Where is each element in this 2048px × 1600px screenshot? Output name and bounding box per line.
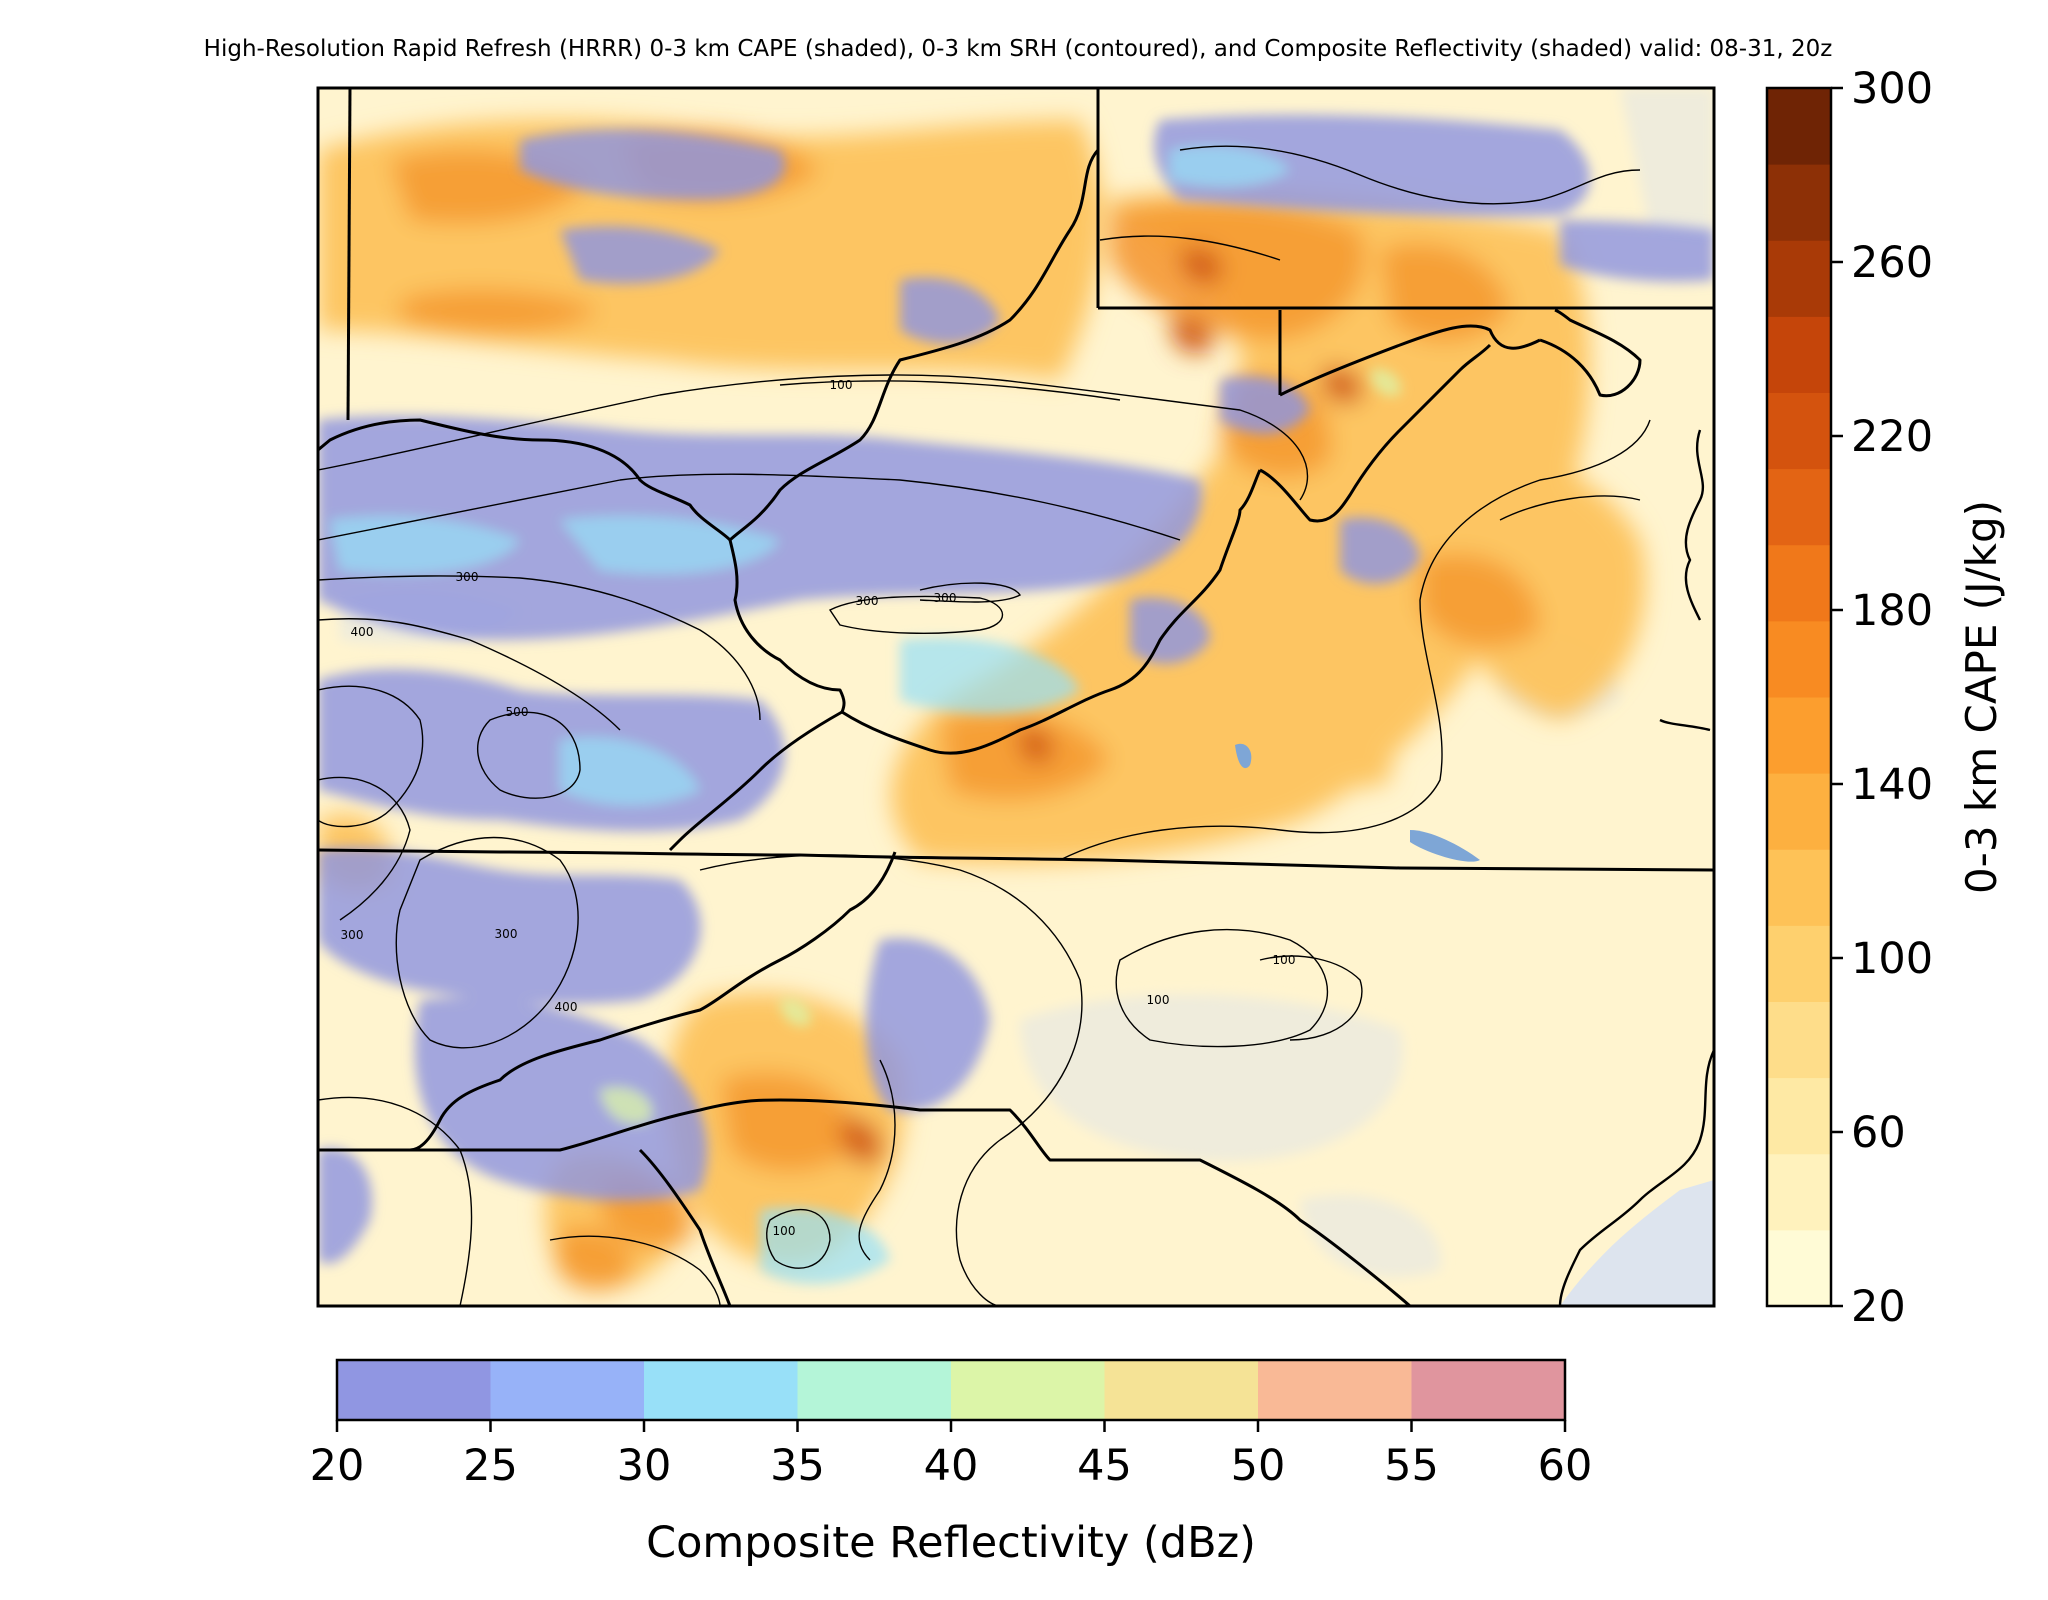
cape-tick-label: 260	[1851, 238, 1933, 288]
cape-color-segment	[1767, 1153, 1831, 1231]
cape-color-segment	[1767, 164, 1831, 241]
cape-colorbar-label: 0-3 km CAPE (J/kg)	[1957, 500, 2006, 894]
reflectivity-color-segment	[1411, 1360, 1566, 1420]
reflectivity-colorbar: 20 25 30 35 40 45 50 55 60 Composite Reflectivit…	[310, 1358, 1593, 1568]
cape-tick-label: 220	[1851, 412, 1933, 462]
cape-tick-label: 140	[1851, 760, 1933, 810]
cape-colorbar-ticks: 300 260 220 180 140 100 60 20	[1831, 64, 1933, 1332]
figure-title: High-Resolution Rapid Refresh (HRRR) 0-3…	[204, 36, 1833, 62]
cape-tick-label: 60	[1851, 1108, 1906, 1158]
cape-color-segment	[1767, 316, 1831, 393]
srh-contour-label: 300	[856, 594, 879, 608]
reflectivity-tick-label: 45	[1077, 1441, 1132, 1491]
cape-color-segment	[1767, 1229, 1831, 1307]
map-frame	[316, 86, 1716, 1308]
reflectivity-tick-label: 55	[1384, 1441, 1439, 1491]
cape-color-segment	[1767, 88, 1831, 165]
reflectivity-tick-label: 25	[463, 1441, 518, 1491]
reflectivity-colorbar-label: Composite Reflectivity (dBz)	[646, 1518, 1256, 1568]
srh-contour-label: 100	[830, 378, 853, 392]
reflectivity-tick-label: 35	[770, 1441, 825, 1491]
cape-color-segment	[1767, 620, 1831, 698]
cape-colorbar-frame	[1765, 86, 1833, 1308]
cape-color-segment	[1767, 1077, 1831, 1155]
cape-tick-label: 100	[1851, 934, 1933, 984]
reflectivity-color-segment	[951, 1360, 1105, 1420]
reflectivity-color-segment	[797, 1360, 952, 1420]
reflectivity-color-segment	[644, 1360, 798, 1420]
water-bodies	[1235, 743, 1480, 862]
reflectivity-colorbar-ticks: 20 25 30 35 40 45 50 55 60	[310, 1420, 1593, 1491]
reflectivity-color-segment	[337, 1360, 491, 1420]
reflectivity-color-segment	[1104, 1360, 1259, 1420]
ocean-area	[1560, 1180, 1714, 1306]
cape-color-segment	[1767, 697, 1831, 774]
srh-contour-label: 300	[495, 927, 518, 941]
srh-contour-label: 300	[341, 928, 364, 942]
srh-contour-label: 400	[555, 1000, 578, 1014]
reflectivity-color-segment	[490, 1360, 645, 1420]
srh-contour-label: 300	[934, 591, 957, 605]
cape-color-segment	[1767, 925, 1831, 1002]
coastline	[1558, 429, 1714, 1306]
reflectivity-tick-label: 20	[310, 1441, 365, 1491]
srh-contour-label-group: 100 300 300 300 400 500 300 300 400 100 …	[341, 378, 1296, 1238]
reflectivity-colorbar-segments	[337, 1360, 1566, 1420]
state-boundaries	[318, 88, 1714, 1306]
srh-contour-label: 100	[1273, 953, 1296, 967]
cape-tick-label: 300	[1851, 64, 1933, 114]
reflectivity-shading	[318, 114, 1714, 1284]
srh-contour-label: 300	[456, 570, 479, 584]
cape-tick-label: 20	[1851, 1282, 1906, 1332]
reflectivity-tick-label: 60	[1538, 1441, 1593, 1491]
reflectivity-tick-label: 40	[924, 1441, 979, 1491]
srh-contour-label: 100	[1147, 993, 1170, 1007]
cape-colorbar-segments	[1767, 88, 1831, 1307]
reflectivity-tick-label: 50	[1231, 1441, 1286, 1491]
cape-color-segment	[1767, 392, 1831, 470]
map-panel: 100 300 300 300 400 500 300 300 400 100 …	[318, 88, 1714, 1306]
cape-colorbar: 300 260 220 180 140 100 60 20 0-3 km CAPE (J/kg…	[1765, 64, 2006, 1332]
srh-contour-label: 100	[773, 1224, 796, 1238]
cape-tick-label: 180	[1851, 586, 1933, 636]
reflectivity-tick-label: 30	[617, 1441, 672, 1491]
reflectivity-color-segment	[1258, 1360, 1412, 1420]
cape-color-segment	[1767, 773, 1831, 850]
cape-color-segment	[1767, 240, 1831, 317]
cape-color-segment	[1767, 468, 1831, 546]
cape-color-segment	[1767, 849, 1831, 926]
srh-contour-label: 400	[351, 625, 374, 639]
srh-contour-label: 500	[506, 705, 529, 719]
cape-color-segment	[1767, 1001, 1831, 1079]
cape-color-segment	[1767, 544, 1831, 622]
